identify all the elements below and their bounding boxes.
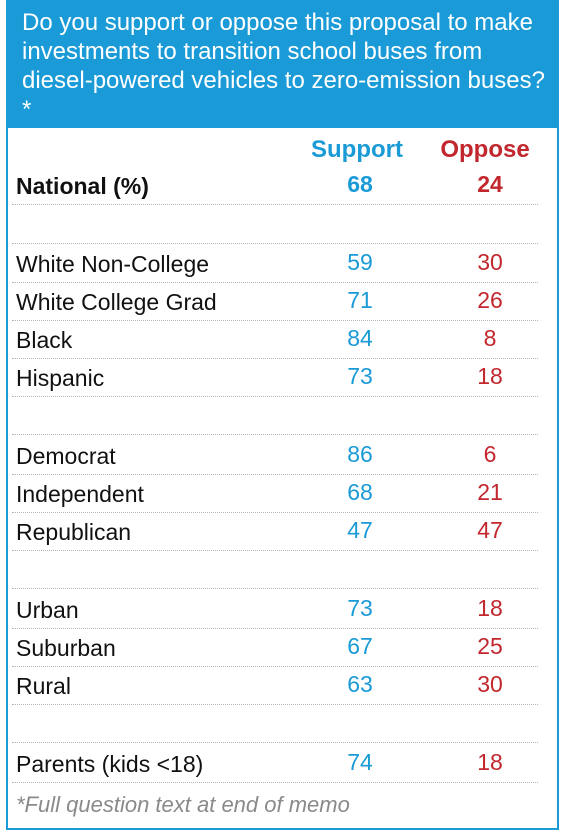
table-row: Black 84 8 — [12, 321, 538, 359]
column-header-oppose: Oppose — [440, 136, 530, 163]
oppose-value: 26 — [477, 287, 503, 313]
row-label: Urban — [16, 597, 79, 623]
support-value: 73 — [347, 363, 373, 389]
table-row: Independent 68 21 — [12, 475, 538, 513]
table-row: Parents (kids <18) 74 18 — [12, 745, 538, 783]
row-label: Republican — [16, 519, 132, 545]
oppose-value: 24 — [477, 171, 503, 197]
oppose-value: 18 — [477, 363, 503, 389]
row-label: Parents (kids <18) — [16, 751, 204, 777]
support-value: 47 — [347, 517, 373, 543]
oppose-value: 30 — [477, 671, 503, 697]
support-value: 63 — [347, 671, 373, 697]
table-row: National (%) 68 24 — [12, 167, 538, 205]
footnote: *Full question text at end of memo — [16, 792, 350, 817]
spacer-row — [12, 397, 538, 435]
row-label: Democrat — [16, 443, 116, 469]
table-row: Rural 63 30 — [12, 667, 538, 705]
support-value: 71 — [347, 287, 373, 313]
oppose-value: 21 — [477, 479, 503, 505]
table-row: White College Grad 71 26 — [12, 283, 538, 321]
oppose-value: 30 — [477, 249, 503, 275]
row-label: White Non-College — [16, 251, 210, 277]
table-row: Democrat 86 6 — [12, 437, 538, 475]
support-value: 59 — [347, 249, 373, 275]
table-row: Suburban 67 25 — [12, 629, 538, 667]
row-label: Independent — [16, 481, 144, 507]
column-header-support: Support — [311, 136, 403, 163]
support-value: 67 — [347, 633, 373, 659]
support-value: 68 — [347, 479, 373, 505]
table-row: White Non-College 59 30 — [12, 245, 538, 283]
row-label: Rural — [16, 673, 71, 699]
row-label: National (%) — [16, 173, 149, 199]
row-label: Hispanic — [16, 365, 105, 391]
table-row: Urban 73 18 — [12, 591, 538, 629]
row-label: Black — [16, 327, 73, 353]
oppose-value: 47 — [477, 517, 503, 543]
spacer-row — [12, 551, 538, 589]
oppose-value: 8 — [483, 325, 497, 351]
support-value: 84 — [347, 325, 373, 351]
spacer-row — [12, 206, 538, 244]
oppose-value: 25 — [477, 633, 503, 659]
row-label: White College Grad — [16, 289, 217, 315]
oppose-value: 18 — [477, 595, 503, 621]
spacer-row — [12, 705, 538, 743]
support-value: 86 — [347, 441, 373, 467]
table-row: Hispanic 73 18 — [12, 359, 538, 397]
table-row: Republican 47 47 — [12, 513, 538, 551]
support-value: 73 — [347, 595, 373, 621]
row-label: Suburban — [16, 635, 116, 661]
support-value: 68 — [347, 171, 373, 197]
poll-table-card: Do you support or oppose this proposal t… — [6, 0, 559, 830]
question-header: Do you support or oppose this proposal t… — [8, 2, 557, 128]
oppose-value: 18 — [477, 749, 503, 775]
support-value: 74 — [347, 749, 373, 775]
oppose-value: 6 — [483, 441, 497, 467]
